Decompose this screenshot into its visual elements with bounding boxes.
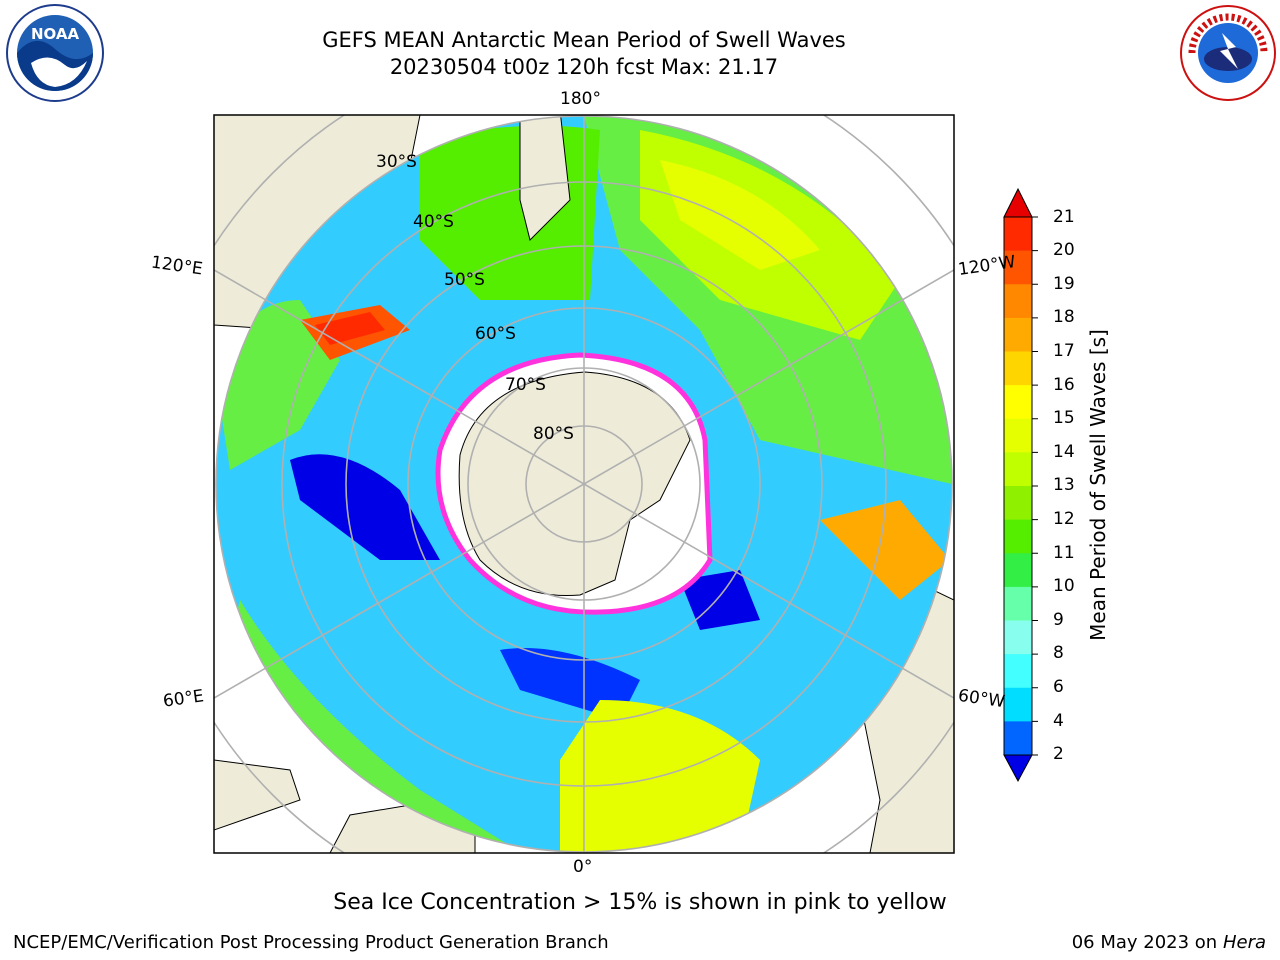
colorbar-max-extension: [1003, 187, 1033, 218]
footer-date: 06 May 2023 on Hera: [1072, 932, 1266, 953]
colorbar: [1003, 187, 1038, 783]
cb-tick-13: 13: [1053, 475, 1075, 495]
cb-tick-14: 14: [1053, 442, 1075, 462]
cb-tick-21: 21: [1053, 207, 1075, 227]
colorbar-band: [1004, 721, 1032, 756]
chart-title: GEFS MEAN Antarctic Mean Period of Swell…: [322, 28, 846, 52]
footer-date-text: 06 May 2023 on: [1071, 932, 1218, 953]
colorbar-band: [1004, 385, 1032, 420]
lat-label-80s: 80°S: [533, 424, 574, 444]
cb-tick-20: 20: [1053, 240, 1075, 260]
cb-tick-10: 10: [1053, 576, 1075, 596]
colorbar-band: [1004, 284, 1032, 319]
cb-tick-19: 19: [1053, 274, 1075, 294]
cb-tick-2: 2: [1053, 744, 1064, 764]
lat-label-40s: 40°S: [413, 212, 454, 232]
lat-label-60s: 60°S: [475, 324, 516, 344]
colorbar-label: Mean Period of Swell Waves [s]: [1086, 329, 1110, 641]
colorbar-band: [1004, 553, 1032, 588]
colorbar-band: [1004, 351, 1032, 386]
colorbar-band: [1004, 519, 1032, 554]
noaa-logo-icon: NOAA: [6, 4, 104, 102]
colorbar-band: [1004, 418, 1032, 453]
cb-tick-18: 18: [1053, 307, 1075, 327]
lat-label-30s: 30°S: [376, 152, 417, 172]
cb-tick-9: 9: [1053, 610, 1064, 630]
cb-tick-12: 12: [1053, 509, 1075, 529]
chart-subtitle: 20230504 t00z 120h fcst Max: 21.17: [389, 55, 779, 79]
cb-tick-15: 15: [1053, 408, 1075, 428]
cb-tick-17: 17: [1053, 341, 1075, 361]
lat-label-50s: 50°S: [444, 270, 485, 290]
map-frame: [213, 114, 955, 854]
colorbar-min-extension: [1003, 754, 1033, 783]
cb-tick-6: 6: [1053, 677, 1064, 697]
colorbar-band: [1004, 620, 1032, 655]
lon-label-180: 180°: [560, 89, 601, 109]
sea-ice-note: Sea Ice Concentration > 15% is shown in …: [333, 890, 947, 915]
graticule: [214, 115, 954, 853]
colorbar-band: [1004, 486, 1032, 521]
cb-tick-8: 8: [1053, 643, 1064, 663]
footer-host: Hera: [1222, 932, 1266, 953]
colorbar-band: [1004, 586, 1032, 621]
cb-tick-4: 4: [1053, 711, 1064, 731]
colorbar-band: [1004, 250, 1032, 285]
antarctica: [435, 352, 713, 615]
nws-logo-icon: [1180, 5, 1276, 101]
footer-credit: NCEP/EMC/Verification Post Processing Pr…: [13, 932, 609, 953]
cb-tick-11: 11: [1053, 543, 1075, 563]
colorbar-band: [1004, 452, 1032, 487]
noaa-logo-text: NOAA: [31, 25, 80, 43]
colorbar-band: [1004, 317, 1032, 352]
cb-tick-16: 16: [1053, 375, 1075, 395]
lon-label-0: 0°: [573, 857, 593, 877]
colorbar-band: [1004, 687, 1032, 722]
colorbar-band: [1004, 217, 1032, 252]
lat-label-70s: 70°S: [505, 375, 546, 395]
colorbar-band: [1004, 654, 1032, 689]
